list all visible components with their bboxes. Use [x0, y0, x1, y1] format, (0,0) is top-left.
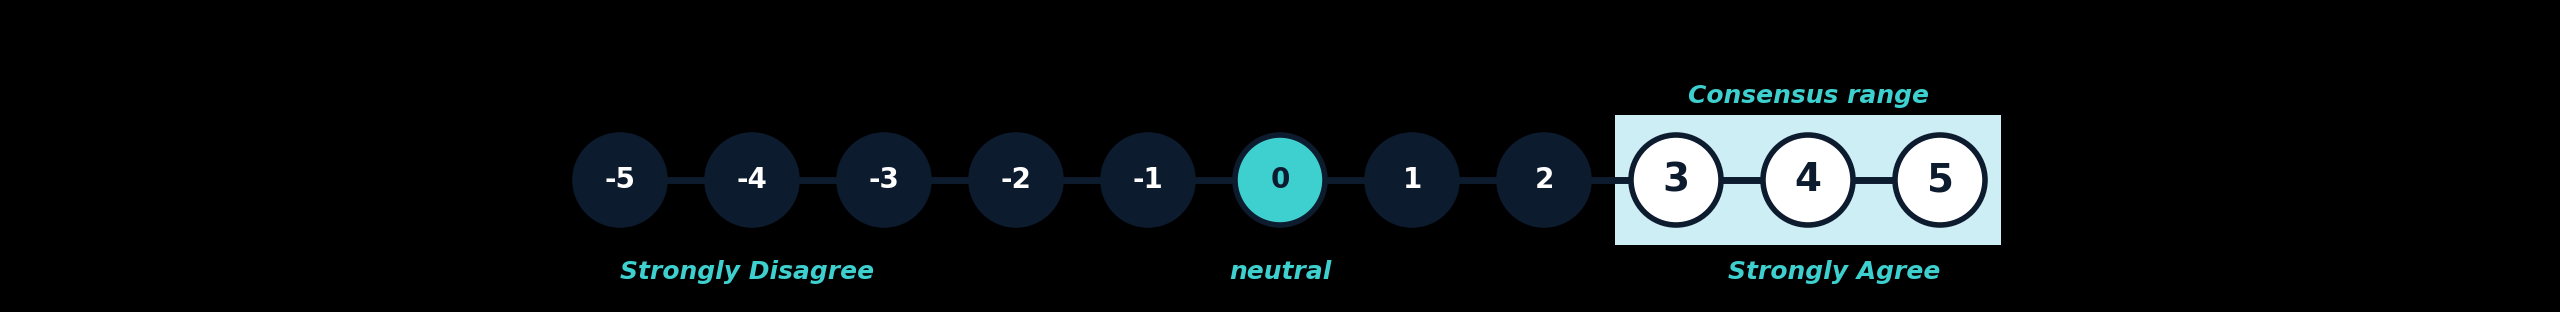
- Text: Strongly Disagree: Strongly Disagree: [620, 260, 873, 284]
- Circle shape: [707, 135, 796, 225]
- Text: Strongly Agree: Strongly Agree: [1728, 260, 1940, 284]
- Text: 1: 1: [1403, 166, 1421, 194]
- Circle shape: [1894, 135, 1984, 225]
- Text: -5: -5: [604, 166, 635, 194]
- Circle shape: [1500, 135, 1590, 225]
- Text: Consensus range: Consensus range: [1687, 84, 1928, 108]
- Circle shape: [1764, 135, 1853, 225]
- Text: -4: -4: [737, 166, 768, 194]
- Text: 5: 5: [1928, 161, 1953, 199]
- Text: 0: 0: [1270, 166, 1290, 194]
- Circle shape: [1367, 135, 1457, 225]
- Text: 4: 4: [1795, 161, 1823, 199]
- Text: -2: -2: [1001, 166, 1032, 194]
- Circle shape: [576, 135, 666, 225]
- Text: 3: 3: [1661, 161, 1690, 199]
- FancyBboxPatch shape: [1615, 115, 2002, 245]
- Circle shape: [970, 135, 1060, 225]
- Circle shape: [840, 135, 929, 225]
- Text: 2: 2: [1533, 166, 1554, 194]
- Text: -1: -1: [1132, 166, 1162, 194]
- Circle shape: [1631, 135, 1720, 225]
- Circle shape: [1103, 135, 1193, 225]
- Circle shape: [1234, 135, 1326, 225]
- Text: -3: -3: [868, 166, 899, 194]
- Text: neutral: neutral: [1229, 260, 1331, 284]
